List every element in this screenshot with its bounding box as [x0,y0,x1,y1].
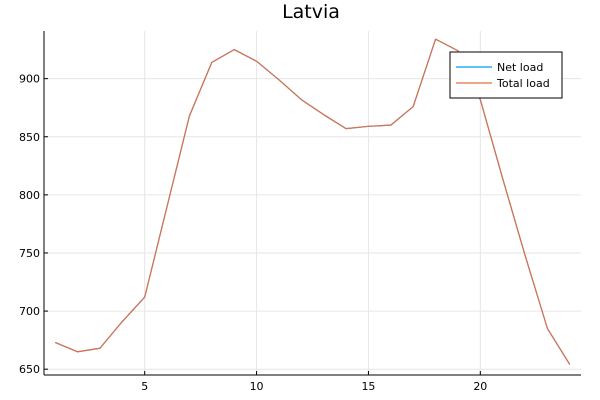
y-tick-label: 750 [19,247,40,260]
legend-box [449,51,563,99]
legend: Net load Total load [449,51,563,99]
y-tick-label: 700 [19,305,40,318]
axes [43,31,581,376]
chart-title: Latvia [282,1,340,23]
x-tick-label: 5 [141,380,148,393]
tick-labels: 5 10 15 20 650 700 750 800 850 900 [19,73,487,393]
x-tick-label: 15 [361,380,375,393]
y-tick-label: 650 [19,363,40,376]
legend-label: Net load [497,61,543,74]
series-line-total-load [54,38,571,365]
legend-label: Total load [496,77,550,90]
y-tick-label: 900 [19,73,40,86]
series-lines [54,38,571,365]
x-tick-label: 10 [250,380,264,393]
y-tick-label: 800 [19,189,40,202]
y-tick-label: 850 [19,131,40,144]
x-tick-label: 20 [473,380,487,393]
